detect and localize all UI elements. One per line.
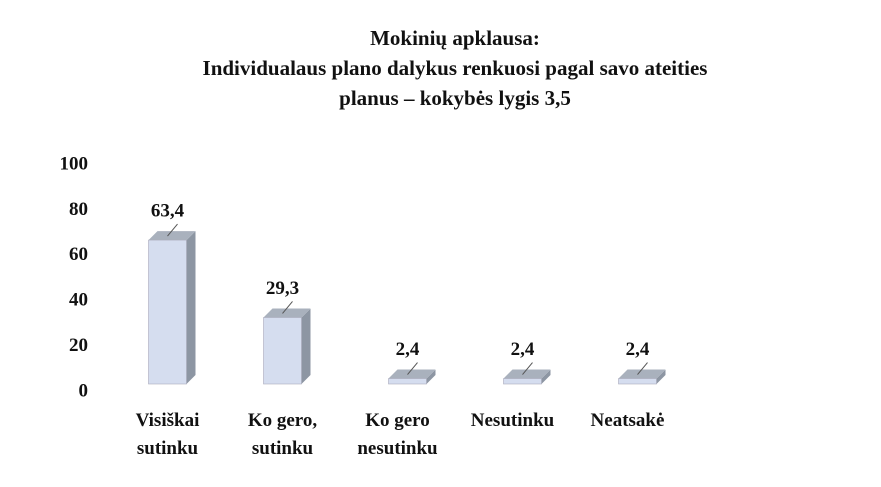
x-tick-label: Neatsakė — [591, 410, 665, 431]
x-tick-label: Visiškai sutinku — [136, 410, 200, 459]
x-tick-label: Ko gero, sutinku — [248, 410, 318, 459]
leader-line — [522, 362, 533, 375]
x-tick-label: Nesutinku — [471, 410, 555, 431]
bar — [388, 369, 436, 385]
chart-title: Mokinių apklausa: Individualaus plano dal… — [203, 26, 708, 110]
y-tick-label: 20 — [69, 335, 88, 356]
bar — [503, 369, 551, 385]
y-tick-label: 100 — [60, 153, 89, 174]
bar — [148, 231, 196, 385]
value-label: 2,4 — [396, 339, 420, 360]
leader-line — [407, 362, 418, 375]
value-label: 63,4 — [151, 200, 185, 221]
y-tick-label: 40 — [69, 290, 88, 311]
value-label: 2,4 — [511, 339, 535, 360]
value-label: 2,4 — [626, 339, 650, 360]
y-tick-label: 0 — [79, 380, 89, 401]
bar — [618, 369, 666, 385]
y-tick-label: 60 — [69, 244, 88, 265]
leader-line — [282, 301, 293, 314]
bar — [263, 308, 311, 385]
leader-line — [167, 223, 178, 237]
y-tick-label: 80 — [69, 199, 88, 220]
x-tick-label: Ko gero nesutinku — [357, 410, 438, 459]
value-label: 29,3 — [266, 278, 299, 299]
leader-line — [637, 362, 648, 375]
